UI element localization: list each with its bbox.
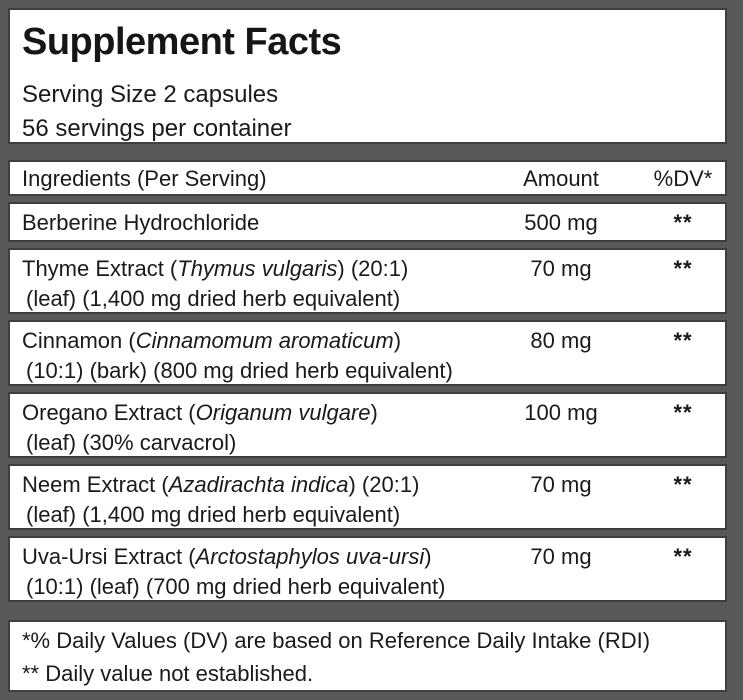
ingredient-name-line1: Neem Extract (Azadirachta indica) (20:1) — [22, 472, 420, 497]
ingredient-name: Neem Extract (Azadirachta indica) (20:1)… — [10, 470, 481, 530]
label-header-section: Supplement Facts Serving Size 2 capsules… — [8, 8, 727, 144]
ingredient-row-neem: Neem Extract (Azadirachta indica) (20:1)… — [8, 464, 727, 530]
ingredient-dv: ** — [673, 256, 693, 281]
ingredient-dv: ** — [673, 544, 693, 569]
ingredient-name-line1: Thyme Extract (Thymus vulgaris) (20:1) — [22, 256, 409, 281]
ingredient-dv: ** — [673, 328, 693, 353]
ingredient-name-line2: (leaf) (1,400 mg dried herb equivalent) — [26, 502, 401, 527]
ingredient-name: Cinnamon (Cinnamomum aromaticum) (10:1) … — [10, 326, 481, 386]
ingredient-row-cinnamon: Cinnamon (Cinnamomum aromaticum) (10:1) … — [8, 320, 727, 386]
ingredient-dv: ** — [673, 210, 693, 235]
footnote-not-established: ** Daily value not established. — [22, 661, 314, 686]
ingredient-amount: 70 mg — [530, 472, 592, 497]
servings-per-container: 56 servings per container — [22, 115, 292, 142]
table-header-row: Ingredients (Per Serving) Amount %DV* — [8, 160, 727, 196]
footnotes-section: *% Daily Values (DV) are based on Refere… — [8, 620, 727, 692]
ingredient-name: Berberine Hydrochloride — [22, 210, 260, 235]
ingredient-dv: ** — [673, 472, 693, 497]
ingredient-name-line2: (leaf) (30% carvacrol) — [26, 430, 237, 455]
ingredient-name-line1: Cinnamon (Cinnamomum aromaticum) — [22, 328, 402, 353]
serving-size: Serving Size 2 capsules — [22, 81, 279, 108]
ingredient-name-line2: (10:1) (bark) (800 mg dried herb equival… — [26, 358, 453, 383]
ingredient-row-oregano: Oregano Extract (Origanum vulgare) (leaf… — [8, 392, 727, 458]
ingredient-name-line2: (leaf) (1,400 mg dried herb equivalent) — [26, 286, 401, 311]
column-header-amount: Amount — [523, 166, 599, 191]
ingredient-name: Thyme Extract (Thymus vulgaris) (20:1) (… — [10, 254, 481, 314]
ingredient-amount: 500 mg — [524, 210, 598, 235]
ingredient-name-line1: Oregano Extract (Origanum vulgare) — [22, 400, 378, 425]
footnote-dv: *% Daily Values (DV) are based on Refere… — [22, 628, 651, 653]
ingredient-row-thyme: Thyme Extract (Thymus vulgaris) (20:1) (… — [8, 248, 727, 314]
ingredient-amount: 80 mg — [530, 328, 592, 353]
ingredient-amount: 70 mg — [530, 256, 592, 281]
column-header-ingredients: Ingredients (Per Serving) — [22, 166, 267, 191]
label-title: Supplement Facts — [22, 21, 342, 63]
ingredient-row-berberine: Berberine Hydrochloride 500 mg ** — [8, 202, 727, 242]
ingredient-amount: 70 mg — [530, 544, 592, 569]
column-header-dv: %DV* — [653, 166, 713, 191]
ingredient-name: Uva-Ursi Extract (Arctostaphylos uva-urs… — [10, 542, 481, 602]
ingredient-row-uva-ursi: Uva-Ursi Extract (Arctostaphylos uva-urs… — [8, 536, 727, 602]
ingredient-name-line2: (10:1) (leaf) (700 mg dried herb equival… — [26, 574, 446, 599]
ingredient-amount: 100 mg — [524, 400, 598, 425]
ingredient-name-line1: Uva-Ursi Extract (Arctostaphylos uva-urs… — [22, 544, 432, 569]
ingredient-dv: ** — [673, 400, 693, 425]
ingredient-name: Oregano Extract (Origanum vulgare) (leaf… — [10, 398, 481, 458]
